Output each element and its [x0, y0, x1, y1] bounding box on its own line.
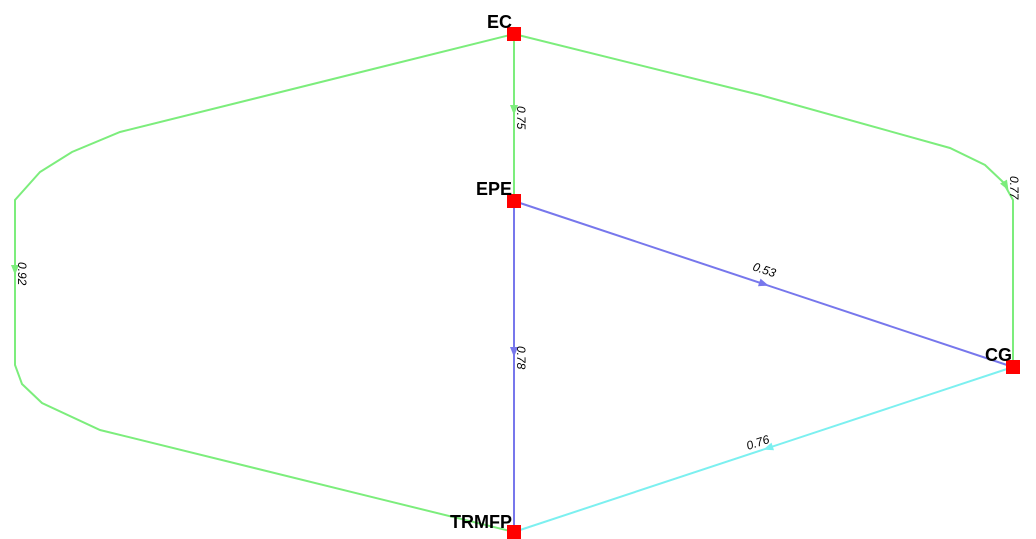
node: [507, 27, 521, 41]
edge-arrow: [757, 278, 769, 287]
edge-label: 0.75: [514, 106, 528, 130]
node-label: EC: [487, 12, 512, 32]
edge-label: 0.53: [751, 260, 778, 281]
edge-arrow: [1000, 179, 1009, 191]
edge-arrow: [11, 265, 19, 275]
edge-arrow: [510, 347, 518, 357]
node: [1006, 360, 1020, 374]
edges: 0.750.770.92 0.530.780.76: [11, 33, 1021, 533]
edge-label: 0.92: [15, 262, 29, 286]
node: [507, 525, 521, 539]
node-label: TRMFP: [450, 512, 512, 532]
edge-arrow: [510, 105, 518, 115]
edge: [513, 33, 1014, 367]
node: [507, 194, 521, 208]
nodes: EC EPE CG TRMFP: [450, 12, 1020, 539]
edge-label: 0.78: [514, 346, 528, 370]
node-label: EPE: [476, 179, 512, 199]
edge-arrow: [763, 442, 775, 451]
edge: [14, 33, 515, 533]
edge-label: 0.77: [1007, 176, 1021, 201]
node-label: CG: [985, 345, 1012, 365]
